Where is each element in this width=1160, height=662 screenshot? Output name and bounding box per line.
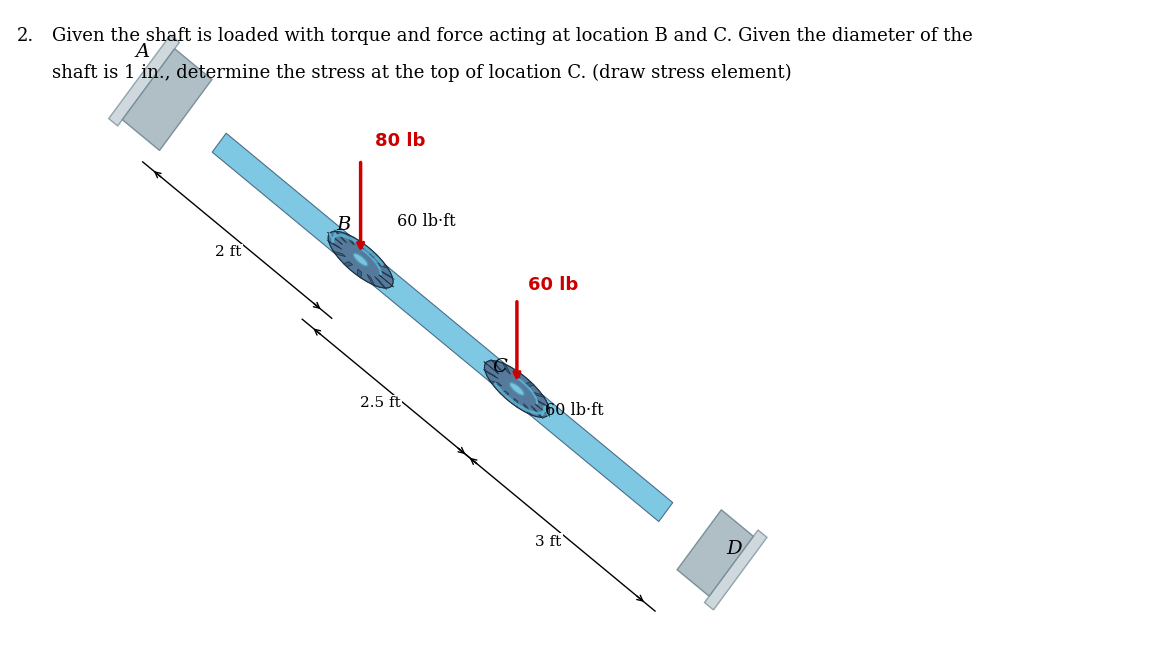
Polygon shape <box>109 35 180 126</box>
Polygon shape <box>524 382 534 387</box>
Polygon shape <box>376 263 389 268</box>
Polygon shape <box>531 406 543 419</box>
Ellipse shape <box>328 231 393 288</box>
Polygon shape <box>536 399 551 408</box>
Polygon shape <box>514 399 517 408</box>
Polygon shape <box>532 392 545 398</box>
Polygon shape <box>379 270 394 279</box>
Polygon shape <box>369 253 378 258</box>
Ellipse shape <box>485 361 550 417</box>
Text: B: B <box>336 216 350 234</box>
Polygon shape <box>367 274 376 287</box>
Polygon shape <box>327 240 342 250</box>
Polygon shape <box>502 362 510 374</box>
Polygon shape <box>334 230 347 243</box>
Text: C: C <box>493 358 507 376</box>
Text: 2 ft: 2 ft <box>216 245 241 259</box>
Text: D: D <box>726 540 741 559</box>
Ellipse shape <box>328 231 393 288</box>
Polygon shape <box>523 404 531 416</box>
Polygon shape <box>500 391 509 396</box>
Text: 60 lb: 60 lb <box>528 276 579 294</box>
Polygon shape <box>212 133 673 522</box>
Polygon shape <box>484 369 499 379</box>
Text: 80 lb: 80 lb <box>375 132 426 150</box>
Polygon shape <box>357 269 362 278</box>
Polygon shape <box>375 276 387 289</box>
Polygon shape <box>346 233 354 245</box>
Polygon shape <box>327 232 342 244</box>
Polygon shape <box>535 404 550 416</box>
Polygon shape <box>360 241 364 250</box>
Polygon shape <box>677 510 753 596</box>
Polygon shape <box>491 359 503 372</box>
Ellipse shape <box>354 254 368 266</box>
Text: 3 ft: 3 ft <box>535 535 561 549</box>
Text: Given the shaft is loaded with torque and force acting at location B and C. Give: Given the shaft is loaded with torque an… <box>52 27 973 45</box>
Text: 2.: 2. <box>17 27 35 45</box>
Polygon shape <box>333 251 346 257</box>
Text: 2.5 ft: 2.5 ft <box>361 396 401 410</box>
Text: 60 lb·ft: 60 lb·ft <box>397 213 455 230</box>
Polygon shape <box>122 49 212 150</box>
Text: A: A <box>136 43 150 62</box>
Ellipse shape <box>509 383 524 395</box>
Polygon shape <box>343 261 353 267</box>
Text: 60 lb·ft: 60 lb·ft <box>545 402 604 420</box>
Polygon shape <box>484 361 499 374</box>
Text: shaft is 1 in., determine the stress at the top of location C. (draw stress elem: shaft is 1 in., determine the stress at … <box>52 64 791 82</box>
Ellipse shape <box>485 361 550 417</box>
Polygon shape <box>704 530 767 610</box>
Polygon shape <box>516 370 520 379</box>
Polygon shape <box>379 275 393 287</box>
Polygon shape <box>488 381 502 386</box>
